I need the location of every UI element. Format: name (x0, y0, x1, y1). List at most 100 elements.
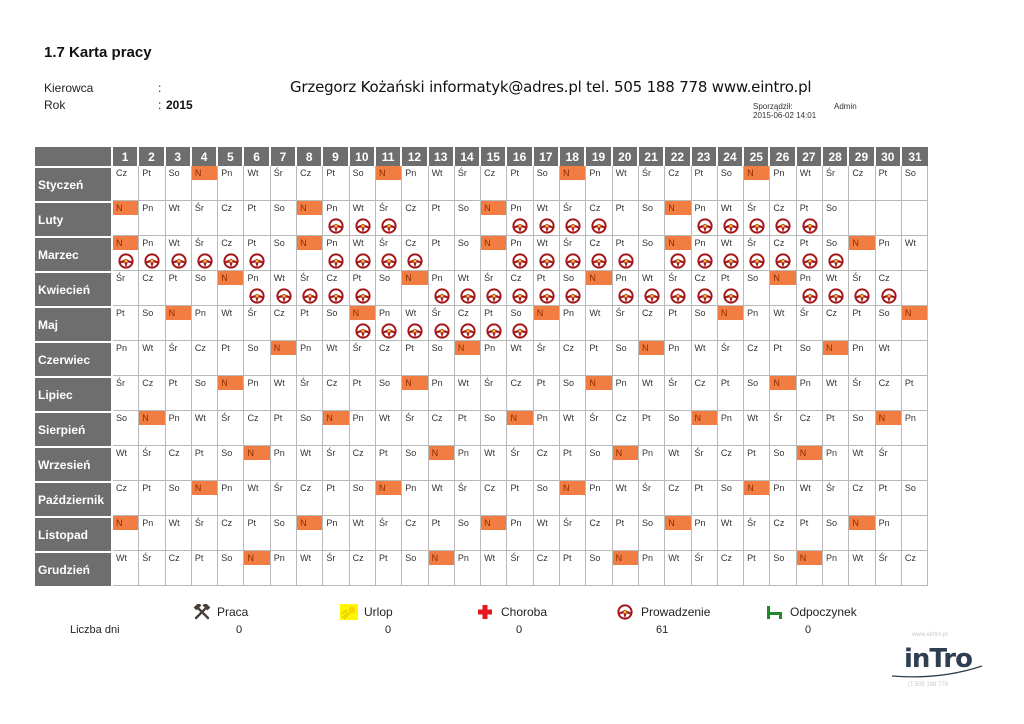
day-cell[interactable]: So (560, 376, 587, 411)
day-cell[interactable]: Cz (113, 166, 140, 201)
day-cell[interactable]: Wt (901, 236, 929, 271)
day-cell[interactable]: Cz (849, 481, 876, 516)
day-cell[interactable]: Śr (481, 271, 508, 306)
day-cell[interactable]: Pn (402, 166, 429, 201)
day-cell[interactable]: N (481, 201, 508, 236)
day-cell[interactable]: Pt (691, 481, 718, 516)
day-cell[interactable]: Pn (849, 341, 876, 376)
day-cell[interactable]: Wt (744, 411, 771, 446)
day-cell[interactable]: Cz (402, 201, 429, 236)
day-cell[interactable]: Wt (612, 166, 639, 201)
day-cell[interactable]: Pt (375, 551, 403, 586)
day-cell[interactable]: Pt (244, 516, 271, 551)
day-cell[interactable]: N (375, 481, 403, 516)
day-cell[interactable]: Cz (533, 446, 561, 481)
day-cell[interactable]: Pn (349, 411, 376, 446)
day-cell[interactable]: N (375, 166, 403, 201)
day-cell[interactable]: Śr (402, 411, 429, 446)
day-cell[interactable]: Wt (533, 201, 561, 236)
day-cell[interactable]: Pt (586, 341, 613, 376)
day-cell[interactable]: So (481, 411, 508, 446)
day-cell[interactable]: Wt (165, 236, 192, 271)
day-cell[interactable]: N (560, 166, 587, 201)
day-cell[interactable]: N (875, 411, 902, 446)
day-cell[interactable]: Śr (165, 341, 192, 376)
day-cell[interactable]: N (586, 271, 613, 306)
day-cell[interactable]: So (218, 551, 245, 586)
day-cell[interactable]: Pn (402, 481, 429, 516)
day-cell[interactable]: Wt (560, 411, 587, 446)
day-cell[interactable]: So (770, 551, 797, 586)
day-cell[interactable]: Pt (507, 481, 534, 516)
day-cell[interactable]: Śr (375, 201, 403, 236)
day-cell[interactable]: N (823, 341, 850, 376)
day-cell[interactable]: So (796, 341, 824, 376)
day-cell[interactable]: Śr (191, 236, 219, 271)
day-cell[interactable]: Pt (113, 306, 140, 341)
day-cell[interactable]: Pn (323, 201, 350, 236)
day-cell[interactable]: N (665, 516, 692, 551)
day-cell[interactable]: Wt (218, 306, 245, 341)
day-cell[interactable]: Śr (665, 271, 692, 306)
day-cell[interactable]: Pt (428, 516, 455, 551)
day-cell[interactable]: N (113, 236, 140, 271)
day-cell[interactable]: So (586, 551, 613, 586)
day-cell[interactable]: Śr (744, 236, 771, 271)
day-cell[interactable]: So (402, 551, 429, 586)
day-cell[interactable]: Pt (901, 376, 929, 411)
day-cell[interactable]: Śr (875, 446, 902, 481)
day-cell[interactable]: Pn (507, 516, 534, 551)
day-cell[interactable]: So (586, 446, 613, 481)
day-cell[interactable]: So (165, 481, 192, 516)
day-cell[interactable]: Pn (770, 166, 797, 201)
day-cell[interactable]: Pn (796, 271, 824, 306)
day-cell[interactable]: Pt (323, 481, 350, 516)
day-cell[interactable]: Śr (113, 376, 140, 411)
day-cell[interactable]: Pt (165, 376, 192, 411)
day-cell[interactable]: Śr (638, 166, 666, 201)
day-cell[interactable]: So (560, 271, 587, 306)
day-cell[interactable]: So (218, 446, 245, 481)
day-cell[interactable]: N (638, 341, 666, 376)
day-cell[interactable]: Wt (638, 376, 666, 411)
day-cell[interactable]: So (113, 411, 140, 446)
day-cell[interactable]: Cz (481, 481, 508, 516)
day-cell[interactable]: Pn (270, 446, 298, 481)
day-cell[interactable]: Wt (113, 551, 140, 586)
day-cell[interactable]: Wt (244, 481, 271, 516)
day-cell[interactable]: Pt (507, 166, 534, 201)
day-cell[interactable]: N (244, 446, 271, 481)
day-cell[interactable]: Pt (270, 411, 298, 446)
day-cell[interactable]: So (638, 236, 666, 271)
day-cell[interactable]: N (113, 201, 140, 236)
day-cell[interactable]: Śr (270, 481, 298, 516)
day-cell[interactable]: Cz (218, 516, 245, 551)
day-cell[interactable]: Wt (507, 341, 534, 376)
day-cell[interactable]: Pt (744, 551, 771, 586)
day-cell[interactable]: Cz (454, 306, 482, 341)
day-cell[interactable]: Cz (402, 516, 429, 551)
day-cell[interactable]: So (270, 516, 298, 551)
day-cell[interactable]: So (770, 446, 797, 481)
day-cell[interactable]: Pn (612, 271, 639, 306)
day-cell[interactable]: Cz (297, 481, 324, 516)
day-cell[interactable]: Cz (901, 551, 929, 586)
day-cell[interactable]: Śr (139, 551, 166, 586)
day-cell[interactable]: N (612, 446, 639, 481)
day-cell[interactable]: Pn (113, 341, 140, 376)
day-cell[interactable]: Śr (612, 306, 639, 341)
day-cell[interactable]: Śr (428, 306, 455, 341)
day-cell[interactable]: So (323, 306, 350, 341)
day-cell[interactable]: Pn (691, 516, 718, 551)
day-cell[interactable]: Śr (744, 201, 771, 236)
day-cell[interactable]: N (297, 516, 324, 551)
day-cell[interactable]: So (375, 271, 403, 306)
day-cell[interactable]: Cz (402, 236, 429, 271)
day-cell[interactable]: So (717, 481, 745, 516)
day-cell[interactable]: Pn (875, 236, 902, 271)
day-cell[interactable]: N (113, 516, 140, 551)
day-cell[interactable]: Śr (717, 341, 745, 376)
day-cell[interactable]: Pt (402, 341, 429, 376)
day-cell[interactable]: Wt (612, 481, 639, 516)
day-cell[interactable]: So (165, 166, 192, 201)
